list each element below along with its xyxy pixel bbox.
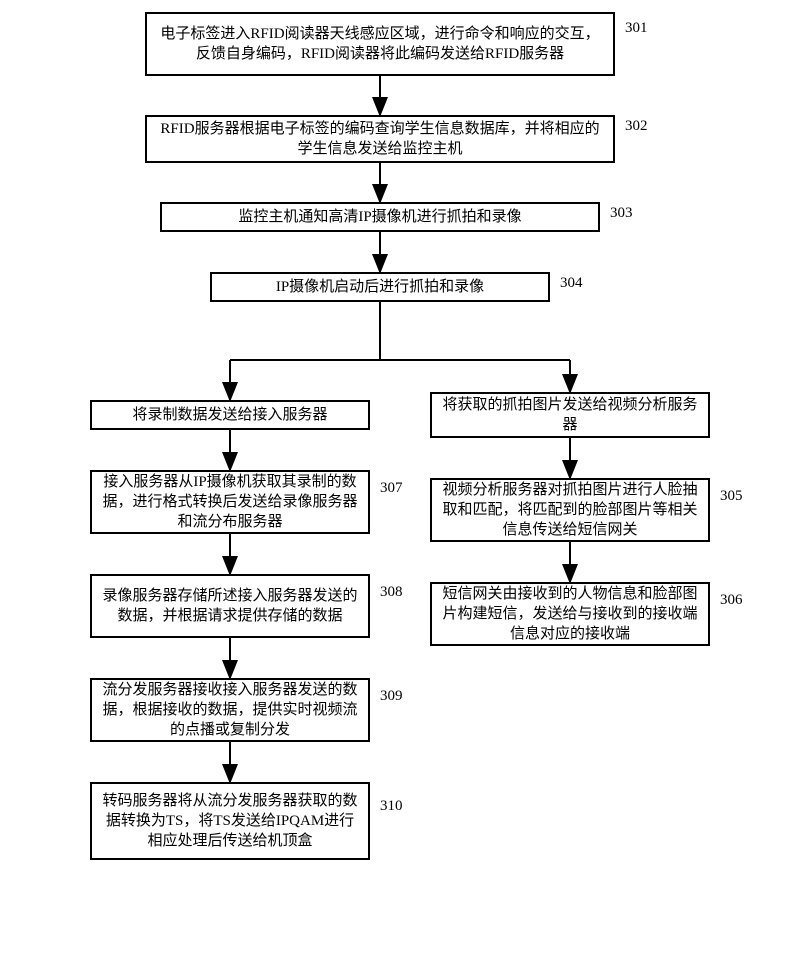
flow-node-text: RFID服务器根据电子标签的编码查询学生信息数据库，并将相应的学生信息发送给监控… [155, 119, 605, 160]
flow-node-text: IP摄像机启动后进行抓拍和录像 [276, 277, 484, 297]
flow-node-text: 将获取的抓拍图片发送给视频分析服务器 [440, 395, 700, 436]
flow-node-n305: 视频分析服务器对抓拍图片进行人脸抽取和匹配，将匹配到的脸部图片等相关信息传送给短… [430, 478, 710, 542]
step-label-308: 308 [380, 584, 403, 601]
step-label-303: 303 [610, 205, 633, 222]
step-label-301: 301 [625, 20, 648, 37]
flow-node-text: 接入服务器从IP摄像机获取其录制的数据，进行格式转换后发送给录像服务器和流分布服… [100, 472, 360, 533]
flow-node-text: 转码服务器将从流分发服务器获取的数据转换为TS，将TS发送给IPQAM进行相应处… [100, 791, 360, 852]
step-label-302: 302 [625, 118, 648, 135]
flow-node-n304: IP摄像机启动后进行抓拍和录像 [210, 272, 550, 302]
flow-node-text: 视频分析服务器对抓拍图片进行人脸抽取和匹配，将匹配到的脸部图片等相关信息传送给短… [440, 480, 700, 541]
flow-node-n306: 短信网关由接收到的人物信息和脸部图片构建短信，发送给与接收到的接收端信息对应的接… [430, 582, 710, 646]
step-label-307: 307 [380, 480, 403, 497]
step-label-306: 306 [720, 592, 743, 609]
flow-node-text: 录像服务器存储所述接入服务器发送的数据，并根据请求提供存储的数据 [100, 586, 360, 627]
flow-node-nR1: 将获取的抓拍图片发送给视频分析服务器 [430, 392, 710, 438]
flow-node-n308: 录像服务器存储所述接入服务器发送的数据，并根据请求提供存储的数据 [90, 574, 370, 638]
flow-node-n310: 转码服务器将从流分发服务器获取的数据转换为TS，将TS发送给IPQAM进行相应处… [90, 782, 370, 860]
step-label-310: 310 [380, 798, 403, 815]
step-label-304: 304 [560, 275, 583, 292]
flow-node-n303: 监控主机通知高清IP摄像机进行抓拍和录像 [160, 202, 600, 232]
step-label-309: 309 [380, 688, 403, 705]
flow-node-nL1: 将录制数据发送给接入服务器 [90, 400, 370, 430]
flow-node-n309: 流分发服务器接收接入服务器发送的数据，根据接收的数据，提供实时视频流的点播或复制… [90, 678, 370, 742]
flow-node-n301: 电子标签进入RFID阅读器天线感应区域，进行命令和响应的交互，反馈自身编码，RF… [145, 12, 615, 76]
flow-node-text: 监控主机通知高清IP摄像机进行抓拍和录像 [238, 207, 521, 227]
flow-node-n302: RFID服务器根据电子标签的编码查询学生信息数据库，并将相应的学生信息发送给监控… [145, 115, 615, 163]
flow-node-text: 短信网关由接收到的人物信息和脸部图片构建短信，发送给与接收到的接收端信息对应的接… [440, 584, 700, 645]
flow-node-n307: 接入服务器从IP摄像机获取其录制的数据，进行格式转换后发送给录像服务器和流分布服… [90, 470, 370, 534]
flow-node-text: 将录制数据发送给接入服务器 [132, 405, 327, 425]
flow-node-text: 电子标签进入RFID阅读器天线感应区域，进行命令和响应的交互，反馈自身编码，RF… [155, 24, 605, 65]
step-label-305: 305 [720, 488, 743, 505]
flow-node-text: 流分发服务器接收接入服务器发送的数据，根据接收的数据，提供实时视频流的点播或复制… [100, 680, 360, 741]
